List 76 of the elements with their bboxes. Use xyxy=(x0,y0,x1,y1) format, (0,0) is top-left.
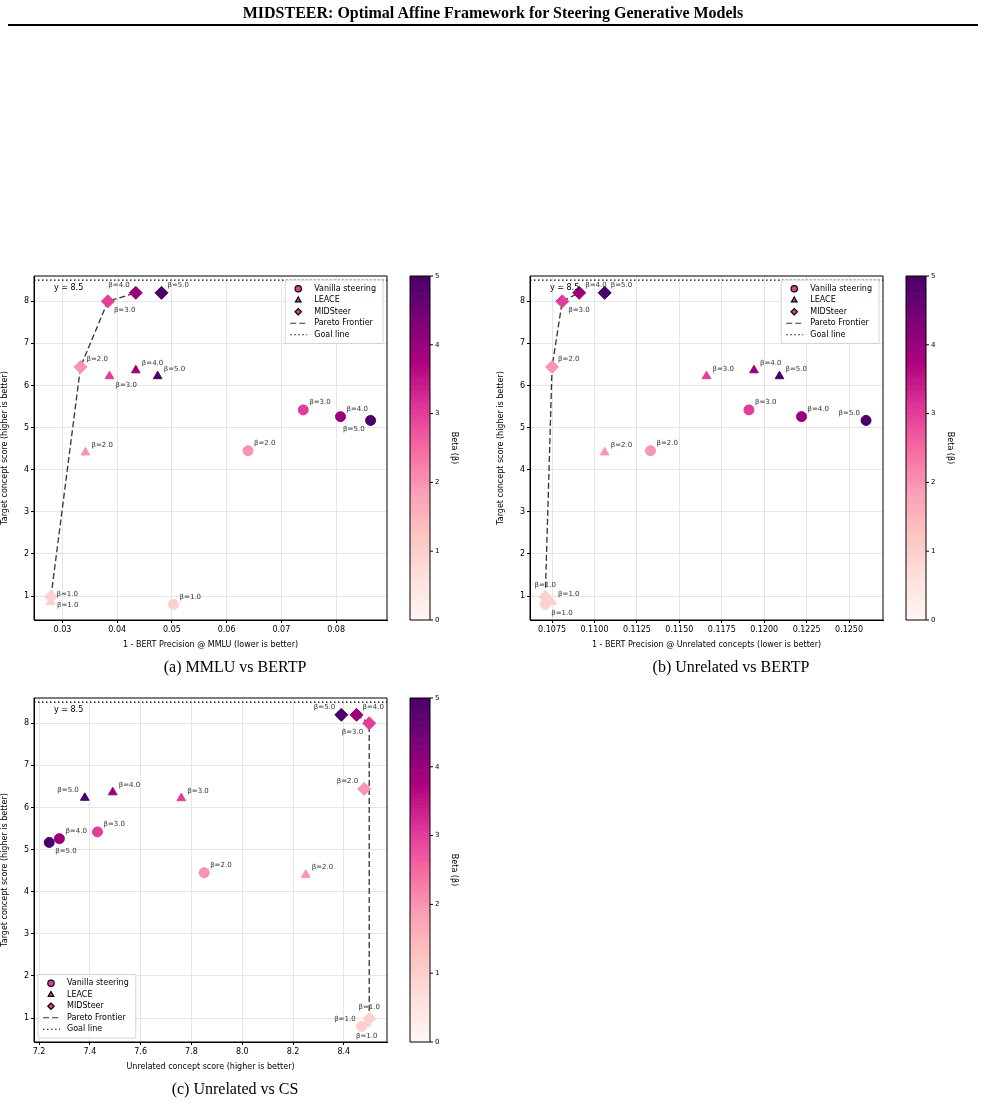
x-tick-label: 0.1250 xyxy=(835,624,864,634)
legend-label: MIDSteer xyxy=(314,306,352,316)
y-tick-label: 7 xyxy=(23,760,29,770)
legend-label: Vanilla steering xyxy=(810,283,872,293)
annotation: y = 8.5 xyxy=(550,283,580,293)
x-tick-label: 7.8 xyxy=(185,1046,198,1056)
x-tick-label: 7.4 xyxy=(83,1046,97,1056)
text: (a) MMLU vs BERTP xyxy=(162,658,308,676)
x-tick-label: 8.2 xyxy=(286,1046,300,1056)
legend-label: Goal line xyxy=(810,329,846,339)
y-tick-label: 5 xyxy=(23,844,29,854)
legend-label: Goal line xyxy=(67,1024,103,1034)
legend-label: MIDSteer xyxy=(810,306,848,316)
legend-label: Vanilla steering xyxy=(314,283,376,293)
y-tick-label: 7 xyxy=(519,338,525,348)
x-tick-label: 8.0 xyxy=(235,1046,249,1056)
y-tick-label: 5 xyxy=(23,422,29,432)
y-tick-label: 7 xyxy=(23,338,29,348)
x-tick-label: 0.1225 xyxy=(792,624,821,634)
legend-label: MIDSteer xyxy=(67,1001,105,1011)
y-tick-label: 4 xyxy=(519,464,525,474)
y-tick-label: 2 xyxy=(519,548,525,558)
y-tick-label: 8 xyxy=(23,296,29,306)
legend-label: LEACE xyxy=(67,989,93,999)
color-bar-title: Beta (β) xyxy=(945,431,955,465)
y-tick-label: 6 xyxy=(23,802,29,812)
x-tick-label: 7.2 xyxy=(32,1046,46,1056)
x-tick-label: 0.06 xyxy=(217,624,236,634)
y-tick-label: 1 xyxy=(23,591,29,601)
x-tick-label: 0.07 xyxy=(272,624,291,634)
y-axis-title: Target concept score (higher is better) xyxy=(0,371,9,526)
y-tick-label: 8 xyxy=(519,296,525,306)
y-tick-label: 6 xyxy=(519,380,525,390)
y-tick-label: 2 xyxy=(23,970,29,980)
x-tick-label: 0.04 xyxy=(108,624,127,634)
y-tick-label: 3 xyxy=(23,928,29,938)
y-tick-label: 6 xyxy=(23,380,29,390)
x-tick-label: 8.4 xyxy=(337,1046,351,1056)
text: (c) Unrelated vs CS xyxy=(170,1080,300,1098)
x-tick-label: 0.1125 xyxy=(622,624,651,634)
y-tick-label: 4 xyxy=(23,464,29,474)
legend-label: Pareto Frontier xyxy=(67,1012,127,1022)
text: (b) Unrelated vs BERTP xyxy=(651,658,811,676)
x-tick-label: 0.03 xyxy=(53,624,72,634)
x-tick-label: 0.1150 xyxy=(665,624,694,634)
x-tick-label: 0.1075 xyxy=(538,624,567,634)
y-tick-label: 3 xyxy=(519,506,525,516)
y-axis-title: Target concept score (higher is better) xyxy=(0,793,9,948)
y-tick-label: 4 xyxy=(23,886,29,896)
legend-label: Goal line xyxy=(314,329,350,339)
y-tick-label: 8 xyxy=(23,718,29,728)
y-tick-label: 3 xyxy=(23,506,29,516)
y-axis-title: Target concept score (higher is better) xyxy=(495,371,505,526)
x-tick-label: 7.6 xyxy=(134,1046,148,1056)
legend-label: Pareto Frontier xyxy=(314,318,374,328)
legend-label: LEACE xyxy=(314,295,340,305)
color-bar-title: Beta (β) xyxy=(449,853,459,887)
y-tick-label: 1 xyxy=(519,591,525,601)
x-tick-label: 0.05 xyxy=(163,624,181,634)
y-tick-label: 1 xyxy=(23,1013,29,1023)
x-axis-title: 1 - BERT Precision @ MMLU (lower is better) xyxy=(122,640,299,650)
x-axis-title: 1 - BERT Precision @ Unrelated concepts (lower is better) xyxy=(591,640,822,650)
legend-label: Vanilla steering xyxy=(67,978,129,988)
x-axis-title: Unrelated concept score (higher is better) xyxy=(126,1062,295,1072)
legend-label: LEACE xyxy=(810,295,836,305)
x-tick-label: 0.1175 xyxy=(707,624,736,634)
color-bar-title: Beta (β) xyxy=(449,431,459,465)
x-tick-label: 0.1100 xyxy=(580,624,609,634)
x-tick-label: 0.08 xyxy=(327,624,346,634)
text: MIDSTEER: Optimal Affine Framework for Steering Generative Models xyxy=(241,4,745,24)
x-tick-label: 0.1200 xyxy=(750,624,779,634)
annotation: y = 8.5 xyxy=(54,705,84,715)
legend-label: Pareto Frontier xyxy=(810,318,870,328)
y-tick-label: 2 xyxy=(23,548,29,558)
y-tick-label: 5 xyxy=(519,422,525,432)
annotation: y = 8.5 xyxy=(54,283,84,293)
